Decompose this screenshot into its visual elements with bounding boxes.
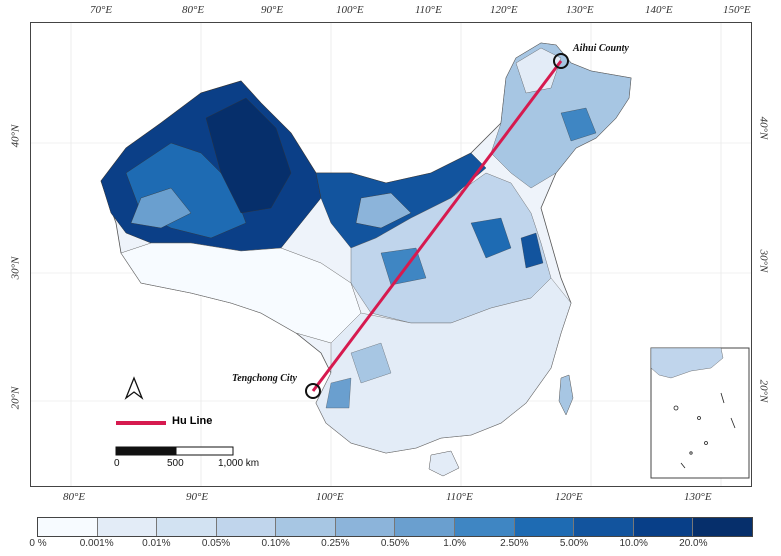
legend-swatch [455, 518, 515, 536]
lon-label-bottom: 100°E [316, 491, 344, 503]
south-region [315, 277, 572, 454]
tengchong-marker [305, 383, 321, 399]
taiwan-island [558, 374, 574, 416]
aihui-marker [553, 53, 569, 69]
hu-line [311, 60, 563, 392]
central-dark-1 [470, 217, 512, 259]
northeast-light [515, 47, 562, 94]
lat-label-right: 30°N [757, 249, 770, 273]
xinjiang-light [130, 187, 192, 229]
map-frame: Aihui County Tengchong City [30, 22, 752, 487]
central-region [350, 172, 552, 324]
legend-label: 0 % [29, 538, 47, 549]
xinjiang-east [205, 97, 292, 214]
central-dark-3 [520, 232, 544, 269]
lat-label-left: 40°N [9, 124, 22, 148]
lon-label-top: 80°E [182, 4, 205, 16]
lon-label-bottom: 120°E [555, 491, 583, 503]
northeast-region [490, 42, 632, 189]
lon-label-bottom: 90°E [186, 491, 209, 503]
legend-swatch [633, 518, 694, 536]
scale-label-500: 500 [167, 458, 184, 469]
lon-label-top: 110°E [415, 4, 442, 16]
lon-label-bottom: 130°E [684, 491, 712, 503]
legend-label: 2.50% [500, 538, 529, 549]
lat-label-left: 30°N [9, 256, 22, 280]
lat-label-right: 20°N [757, 379, 770, 403]
legend-label: 0.001% [79, 538, 114, 549]
legend-label: 1.0% [443, 538, 467, 549]
legend-label: 20.0% [679, 538, 708, 549]
place-label-tengchong: Tengchong City [232, 373, 297, 384]
legend-label: 0.10% [261, 538, 290, 549]
legend-swatch [276, 518, 336, 536]
lon-label-top: 130°E [566, 4, 594, 16]
legend-swatch [335, 518, 396, 536]
scale-label-1000: 1,000 km [218, 458, 260, 469]
legend-label: 0.25% [321, 538, 350, 549]
legend-label: 0.50% [380, 538, 410, 549]
north-belt-light [355, 192, 412, 229]
legend-swatch [514, 518, 575, 536]
hainan-island [428, 450, 460, 477]
scale-bar [115, 446, 234, 456]
legend-swatch [38, 518, 98, 536]
lon-label-bottom: 80°E [63, 491, 86, 503]
legend-label: 0.05% [201, 538, 231, 549]
lat-label-right: 40°N [757, 116, 770, 140]
legend-swatch [693, 518, 752, 536]
legend-label: 10.0% [619, 538, 648, 549]
lon-label-top: 120°E [490, 4, 518, 16]
south-mid [350, 342, 392, 384]
northeast-dark [560, 107, 597, 142]
legend-swatch [97, 518, 158, 536]
legend-swatch [395, 518, 456, 536]
legend-swatch [574, 518, 634, 536]
legend-label: 0.01% [142, 538, 171, 549]
map-canvas [31, 23, 751, 486]
legend-label: 5.00% [559, 538, 589, 549]
scale-label-0: 0 [114, 458, 120, 469]
inset-islands [673, 392, 736, 469]
legend-swatch [157, 518, 217, 536]
lon-label-top: 70°E [90, 4, 113, 16]
south-mid-2 [325, 377, 352, 409]
lon-label-bottom: 110°E [446, 491, 473, 503]
legend-color-bar [37, 517, 753, 537]
legend-swatch [216, 518, 277, 536]
lon-label-top: 140°E [645, 4, 673, 16]
lon-label-top: 150°E [723, 4, 751, 16]
lon-label-top: 90°E [261, 4, 284, 16]
lat-label-left: 20°N [9, 386, 22, 410]
inset-coast [650, 347, 724, 379]
north-arrow-icon [124, 376, 144, 400]
lon-label-top: 100°E [336, 4, 364, 16]
place-label-aihui: Aihui County [573, 43, 629, 54]
hu-line-legend-label: Hu Line [172, 415, 213, 427]
